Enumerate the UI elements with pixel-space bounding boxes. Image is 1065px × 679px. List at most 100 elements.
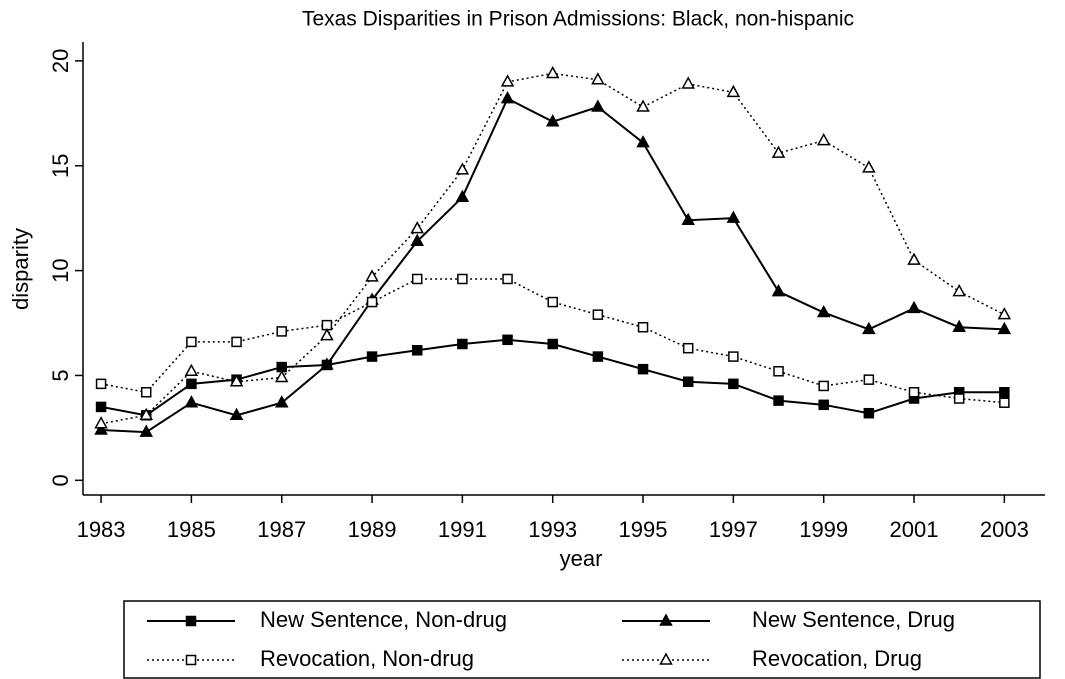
marker <box>411 273 423 285</box>
x-tick-label: 1983 <box>77 517 126 542</box>
marker <box>502 334 513 346</box>
marker <box>773 395 784 406</box>
marker <box>410 221 424 234</box>
marker <box>455 162 470 175</box>
marker <box>682 342 694 354</box>
marker <box>907 300 921 314</box>
x-tick-label: 1999 <box>799 517 848 542</box>
marker <box>952 284 966 297</box>
marker <box>908 386 920 398</box>
marker <box>140 386 152 398</box>
marker <box>681 76 695 89</box>
marker <box>816 133 831 146</box>
marker <box>771 145 786 158</box>
marker <box>862 321 876 335</box>
legend-label: New Sentence, Non-drug <box>260 607 507 632</box>
marker <box>411 345 423 356</box>
marker <box>592 351 604 362</box>
marker <box>229 374 244 387</box>
marker <box>636 99 650 112</box>
marker <box>139 424 153 437</box>
marker <box>276 326 287 337</box>
marker <box>231 336 242 348</box>
marker <box>500 91 515 104</box>
marker <box>771 284 786 297</box>
marker <box>274 369 289 383</box>
legend-label: Revocation, Non-drug <box>260 646 474 671</box>
marker <box>907 252 921 265</box>
marker <box>659 652 673 665</box>
legend-label: Revocation, Drug <box>752 646 922 671</box>
y-tick-label: 5 <box>48 369 73 381</box>
marker <box>185 654 197 666</box>
marker <box>637 363 649 375</box>
marker <box>818 399 829 411</box>
marker <box>592 309 604 320</box>
marker <box>320 357 334 370</box>
y-tick-label: 0 <box>48 474 73 486</box>
marker <box>502 273 513 285</box>
marker <box>659 613 673 626</box>
x-tick-label: 1995 <box>619 517 668 542</box>
marker <box>366 296 378 308</box>
x-tick-label: 1989 <box>348 517 397 542</box>
marker <box>681 212 695 226</box>
marker <box>682 376 694 387</box>
marker <box>186 378 197 390</box>
marker <box>547 296 558 308</box>
marker <box>547 338 558 350</box>
marker <box>545 65 560 79</box>
marker <box>95 401 107 413</box>
marker <box>545 114 560 127</box>
marker <box>455 189 470 202</box>
marker <box>274 395 289 408</box>
marker <box>636 135 650 148</box>
marker <box>184 395 199 408</box>
marker <box>863 374 875 385</box>
marker <box>457 338 468 350</box>
marker <box>999 397 1010 408</box>
marker <box>863 407 875 419</box>
marker <box>999 386 1010 398</box>
marker <box>726 84 741 98</box>
y-axis-label: disparity <box>8 228 33 310</box>
marker <box>94 422 108 435</box>
marker <box>410 233 424 246</box>
marker <box>862 160 876 173</box>
marker <box>773 366 784 377</box>
y-tick-label: 10 <box>48 258 73 282</box>
marker <box>184 363 199 377</box>
x-tick-label: 1997 <box>709 517 758 542</box>
marker <box>816 304 831 318</box>
marker <box>591 72 605 85</box>
y-tick-label: 20 <box>48 49 73 73</box>
marker <box>366 351 378 362</box>
marker <box>728 351 739 362</box>
marker <box>728 378 739 390</box>
marker <box>186 336 197 348</box>
marker <box>591 99 605 112</box>
marker <box>997 307 1012 320</box>
marker <box>139 407 153 421</box>
marker <box>320 328 334 341</box>
x-tick-label: 2001 <box>890 517 939 542</box>
legend <box>123 600 1041 679</box>
marker <box>185 615 197 627</box>
x-tick-label: 1987 <box>257 517 306 542</box>
marker <box>952 319 966 332</box>
marker <box>818 380 829 392</box>
x-tick-label: 1991 <box>438 517 487 542</box>
x-axis-label: year <box>560 546 603 571</box>
y-tick-label: 15 <box>48 153 73 177</box>
marker <box>500 74 515 87</box>
legend-label: New Sentence, Drug <box>752 607 955 632</box>
marker <box>726 210 741 223</box>
marker <box>953 393 965 404</box>
marker <box>229 407 244 421</box>
x-tick-label: 2003 <box>980 517 1029 542</box>
marker <box>457 273 468 285</box>
x-tick-label: 1985 <box>167 517 216 542</box>
x-tick-label: 1993 <box>528 517 577 542</box>
marker <box>94 416 108 429</box>
